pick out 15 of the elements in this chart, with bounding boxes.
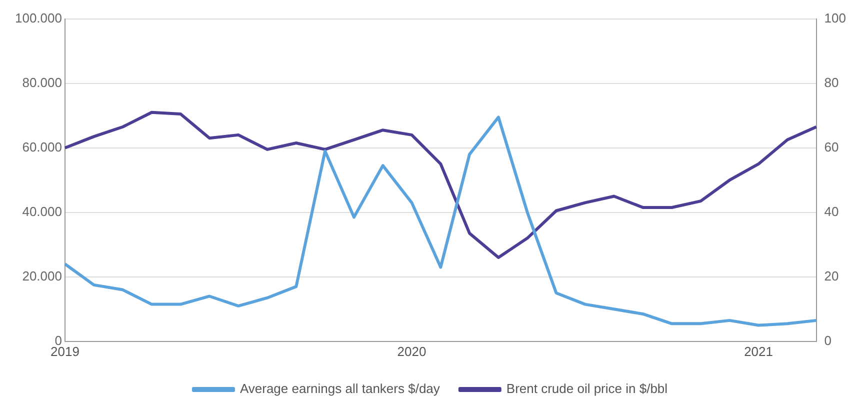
x-tick-label: 2020 [397, 344, 426, 359]
y2-tick-label: 80 [824, 74, 839, 90]
y2-tick-label: 100 [824, 10, 846, 26]
y-tick-label: 60.000 [22, 139, 62, 154]
y2-tick-label: 40 [824, 204, 839, 219]
y2-tick-label: 60 [824, 139, 839, 154]
y-tick-label: 100.000 [14, 10, 62, 26]
legend-label: Brent crude oil price in $/bbl [506, 381, 668, 396]
y2-tick-label: 20 [824, 268, 839, 284]
y-tick-label: 80.000 [22, 74, 62, 90]
y2-tick-label: 0 [824, 332, 832, 348]
y-tick-label: 40.000 [22, 204, 62, 219]
x-tick-label: 2021 [744, 344, 773, 359]
legend-label: Average earnings all tankers $/day [240, 381, 440, 396]
y-tick-label: 20.000 [22, 268, 62, 284]
